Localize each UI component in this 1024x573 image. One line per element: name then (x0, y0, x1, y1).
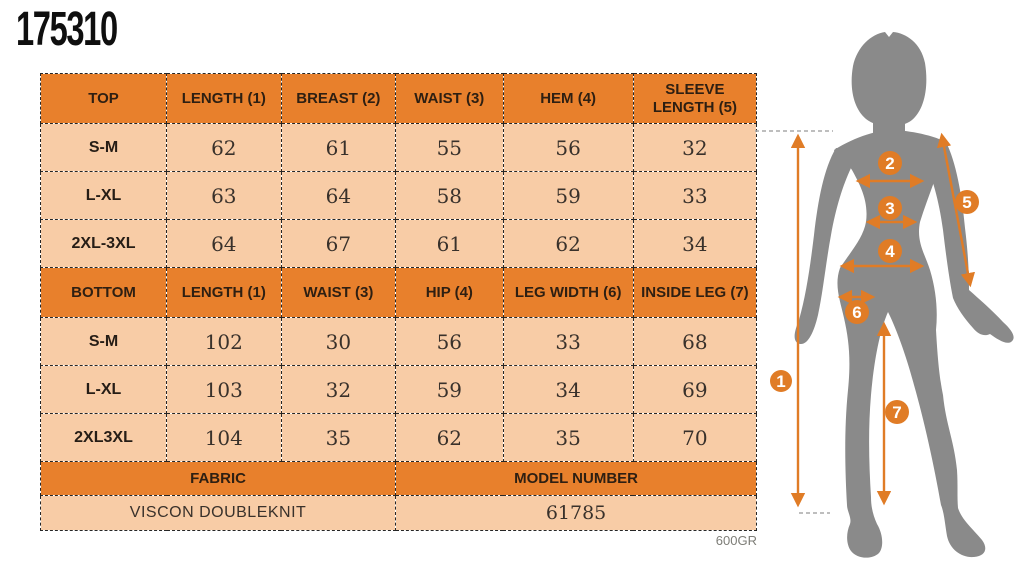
value-cell: 67 (280, 219, 397, 268)
col-header: HIP (4) (395, 267, 504, 318)
value-cell: 35 (502, 413, 634, 462)
table-row: S-M 62 61 55 56 32 (39, 123, 758, 172)
marker-badge-6: 6 (845, 300, 869, 324)
value-cell: 62 (395, 413, 504, 462)
col-header: SLEEVE LENGTH (5) (632, 73, 758, 124)
marker-badge-3: 3 (878, 196, 902, 220)
size-chart-table: TOP LENGTH (1) BREAST (2) WAIST (3) HEM … (39, 73, 758, 531)
value-cell: 33 (632, 171, 758, 220)
value-cell: 62 (502, 219, 634, 268)
silhouette-body (834, 130, 986, 558)
marker-badge-4: 4 (878, 239, 902, 263)
value-cell: 62 (166, 123, 282, 172)
value-cell: 68 (632, 317, 758, 366)
value-cell: 59 (502, 171, 634, 220)
value-cell: 56 (502, 123, 634, 172)
size-cell: S-M (39, 123, 168, 172)
badge-circle (878, 196, 902, 220)
weight-note: 600GR (715, 533, 757, 548)
table-row: L-XL 63 64 58 59 33 (39, 171, 758, 220)
badge-number: 5 (962, 193, 971, 212)
marker-badge-7: 7 (885, 400, 909, 424)
col-header: LENGTH (1) (166, 73, 282, 124)
table-row: S-M 102 30 56 33 68 (39, 317, 758, 366)
col-header: WAIST (3) (395, 73, 504, 124)
female-silhouette (794, 32, 1014, 558)
badge-number: 3 (885, 199, 894, 218)
col-header: WAIST (3) (280, 267, 397, 318)
value-cell: 102 (166, 317, 282, 366)
model-number-header: MODEL NUMBER (395, 461, 757, 496)
silhouette-right-arm (923, 140, 1014, 343)
badge-circle (885, 400, 909, 424)
value-cell: 32 (632, 123, 758, 172)
badge-number: 4 (885, 242, 895, 261)
bottom-header-row: BOTTOM LENGTH (1) WAIST (3) HIP (4) LEG … (39, 267, 758, 318)
table-row: 2XL3XL 104 35 62 35 70 (39, 413, 758, 462)
marker-badge-1: 1 (770, 370, 792, 392)
value-cell: 61 (280, 123, 397, 172)
value-cell: 64 (166, 219, 282, 268)
badge-circle (878, 239, 902, 263)
col-header: LEG WIDTH (6) (502, 267, 634, 318)
col-header: LENGTH (1) (166, 267, 282, 318)
fabric-value: VISCON DOUBLEKNIT (39, 495, 397, 531)
value-cell: 33 (502, 317, 634, 366)
value-cell: 59 (395, 365, 504, 414)
value-cell: 34 (502, 365, 634, 414)
marker-badge-2: 2 (878, 151, 902, 175)
size-cell: 2XL3XL (39, 413, 168, 462)
col-header: BREAST (2) (280, 73, 397, 124)
silhouette-left-arm (794, 148, 852, 345)
value-cell: 61 (395, 219, 504, 268)
badge-number: 7 (892, 403, 901, 422)
badge-circle (770, 370, 792, 392)
fabric-header: FABRIC (39, 461, 397, 496)
value-cell: 34 (632, 219, 758, 268)
value-cell: 103 (166, 365, 282, 414)
info-header-row: FABRIC MODEL NUMBER (39, 461, 757, 496)
badge-circle (955, 190, 979, 214)
top-header-row: TOP LENGTH (1) BREAST (2) WAIST (3) HEM … (39, 73, 758, 124)
badge-number: 2 (885, 154, 894, 173)
info-value-row: VISCON DOUBLEKNIT 61785 (39, 495, 757, 531)
marker-badge-5: 5 (955, 190, 979, 214)
badge-circle (845, 300, 869, 324)
value-cell: 64 (280, 171, 397, 220)
badge-number: 6 (852, 303, 861, 322)
value-cell: 58 (395, 171, 504, 220)
badge-number: 1 (776, 372, 785, 391)
badge-circle (878, 151, 902, 175)
size-cell: L-XL (39, 171, 168, 220)
value-cell: 55 (395, 123, 504, 172)
page-title: 175310 (16, 3, 118, 56)
model-number-value: 61785 (395, 495, 757, 531)
value-cell: 35 (280, 413, 397, 462)
value-cell: 70 (632, 413, 758, 462)
value-cell: 56 (395, 317, 504, 366)
size-cell: 2XL-3XL (39, 219, 168, 268)
measurement-figure: 1 2 3 4 5 6 7 (755, 32, 1014, 558)
table-row: L-XL 103 32 59 34 69 (39, 365, 758, 414)
col-header: TOP (39, 73, 168, 124)
value-cell: 30 (280, 317, 397, 366)
value-cell: 69 (632, 365, 758, 414)
col-header: HEM (4) (502, 73, 634, 124)
measure-arrow-5 (936, 132, 976, 288)
silhouette-head (851, 32, 927, 127)
col-header: INSIDE LEG (7) (632, 267, 758, 318)
table-row: 2XL-3XL 64 67 61 62 34 (39, 219, 758, 268)
value-cell: 63 (166, 171, 282, 220)
value-cell: 104 (166, 413, 282, 462)
size-cell: S-M (39, 317, 168, 366)
size-cell: L-XL (39, 365, 168, 414)
col-header: BOTTOM (39, 267, 168, 318)
value-cell: 32 (280, 365, 397, 414)
